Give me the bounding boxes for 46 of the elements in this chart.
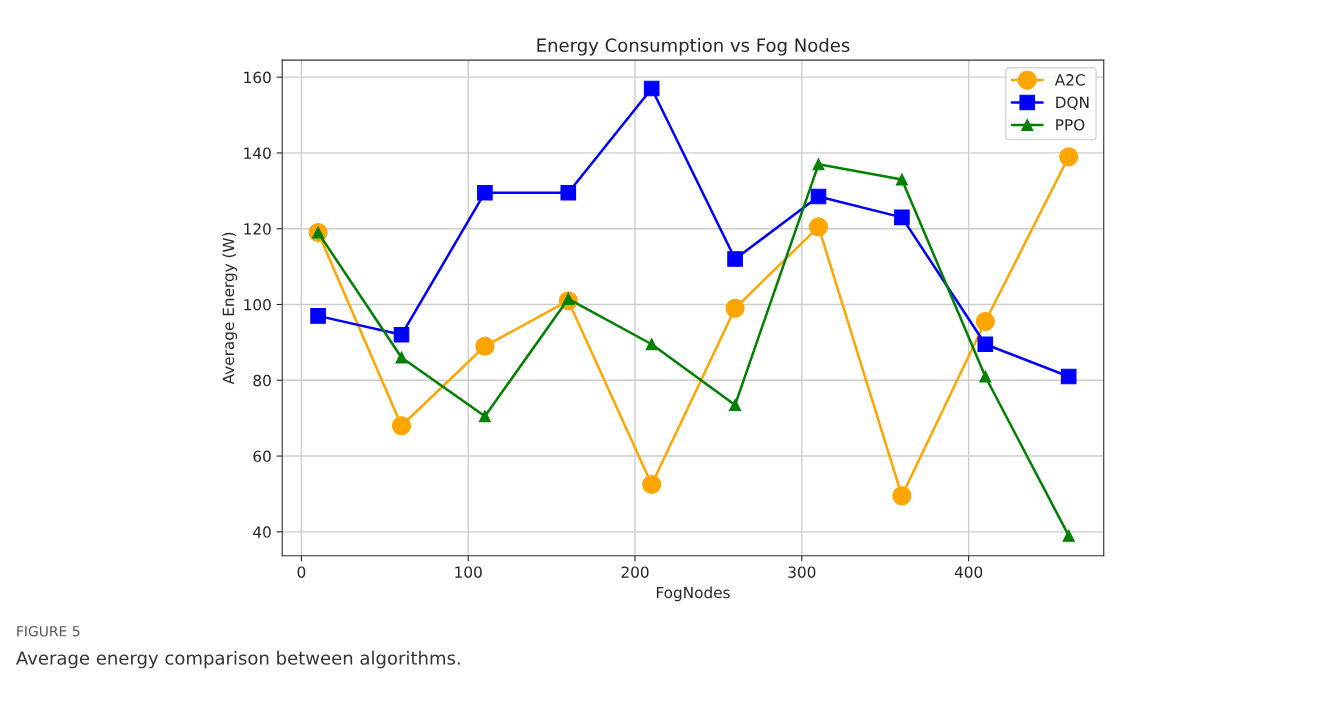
- point: [642, 474, 662, 495]
- point: [812, 158, 825, 171]
- y-tick-label: 80: [253, 374, 271, 387]
- chart-title: Energy Consumption vs Fog Nodes: [537, 38, 850, 56]
- point: [1060, 368, 1077, 385]
- y-tick-label: 100: [244, 298, 271, 311]
- point: [892, 486, 912, 506]
- point: [895, 173, 908, 186]
- point: [645, 338, 658, 351]
- y-tick-label: 120: [244, 223, 271, 235]
- point: [727, 251, 743, 267]
- y-tick-label: 140: [244, 147, 271, 159]
- point: [391, 416, 412, 436]
- point: [395, 351, 408, 364]
- point: [975, 311, 995, 332]
- x-tick-label: 300: [788, 566, 816, 578]
- point: [729, 398, 742, 411]
- point: [808, 217, 829, 237]
- caption: FIGURE 5: [17, 625, 80, 637]
- x-axis-title: FogNodes: [656, 586, 730, 602]
- text: Average energy comparison between algorithms.: [16, 650, 460, 669]
- point: [477, 184, 493, 201]
- x-tick-label: 200: [621, 566, 649, 578]
- point: [643, 80, 660, 97]
- x-tick-label: 400: [954, 566, 983, 578]
- point: [979, 370, 992, 383]
- point: [894, 209, 910, 226]
- y-tick-label: 40: [253, 526, 271, 538]
- y-tick-label: 160: [244, 71, 271, 84]
- y-tick-label: 60: [253, 450, 271, 463]
- y-axis-title: Average Energy (W): [222, 232, 238, 385]
- point: [1062, 529, 1075, 542]
- point: [977, 336, 994, 353]
- point: [1059, 147, 1079, 167]
- point: [478, 410, 491, 423]
- legend-label: DQN: [1056, 96, 1089, 110]
- point: [310, 308, 326, 324]
- legend-label: PPO: [1056, 118, 1085, 131]
- point: [560, 184, 577, 201]
- x-tick-label: 0: [297, 566, 306, 578]
- legend-label: A2C: [1054, 74, 1085, 86]
- point: [393, 326, 410, 343]
- point: [475, 336, 495, 356]
- point: [810, 188, 827, 205]
- x-tick-label: 100: [455, 566, 482, 578]
- point: [725, 298, 745, 318]
